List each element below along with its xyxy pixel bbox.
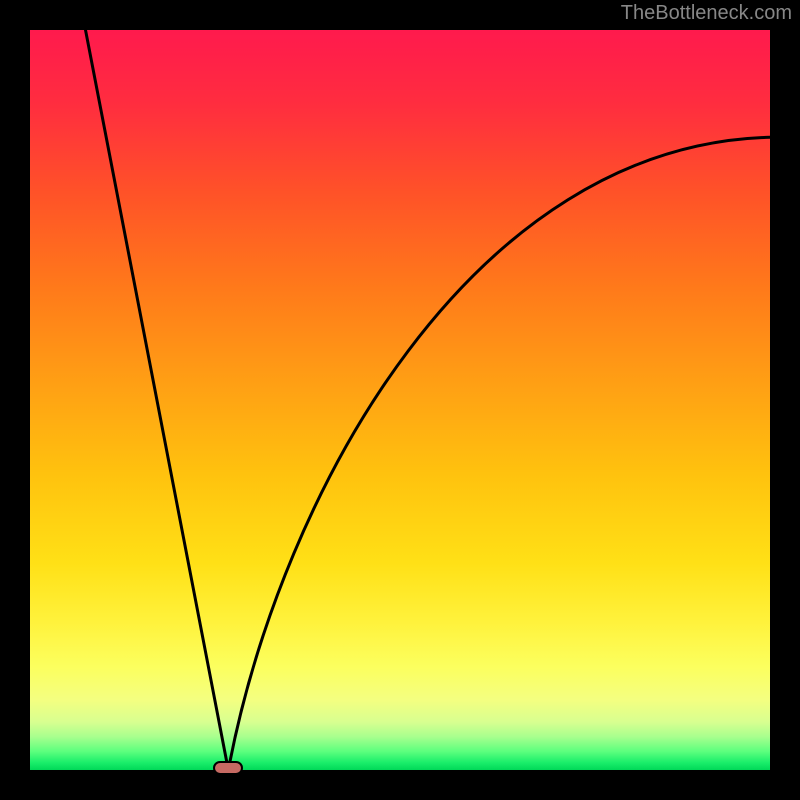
watermark-text: TheBottleneck.com [621, 2, 792, 25]
optimum-marker [212, 760, 244, 776]
bottleneck-curve [30, 30, 770, 770]
plot-area [30, 30, 770, 770]
